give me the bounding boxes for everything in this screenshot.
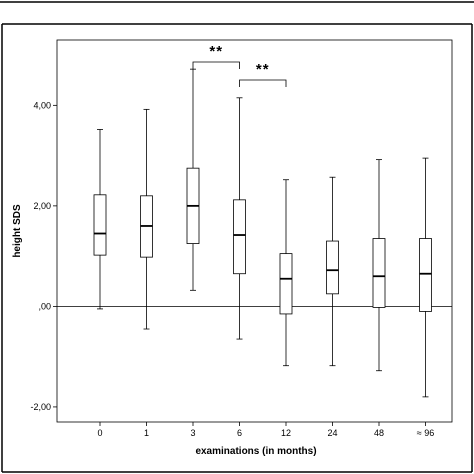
x-axis-label: examinations (in months) [195, 446, 316, 457]
x-tick-label: 48 [374, 428, 384, 438]
x-tick-label: 12 [281, 428, 291, 438]
boxes-layer [93, 68, 432, 398]
box-iqr [326, 240, 339, 295]
y-tick-label: -2,00 [30, 402, 51, 412]
box-iqr [233, 199, 246, 275]
box-iqr [93, 194, 107, 256]
plot-area [56, 39, 453, 423]
significance-annotations: ** ** [192, 43, 287, 87]
box-group [372, 159, 386, 372]
significance-bracket: ** [192, 43, 240, 69]
significance-label: ** [209, 43, 223, 60]
x-tick-label: 1 [144, 428, 149, 438]
significance-bracket: ** [239, 61, 287, 87]
box-iqr [372, 238, 386, 308]
y-tick-label: 2,00 [33, 201, 51, 211]
bracket-line [239, 79, 287, 87]
box-iqr [419, 238, 432, 312]
y-axis-label: height SDS [12, 204, 23, 258]
box-group [186, 68, 200, 291]
x-tick-label: 3 [190, 428, 195, 438]
bracket-line [192, 61, 240, 69]
box-group [279, 179, 293, 367]
box-group [326, 176, 339, 367]
x-axis-ticks: 0 1 3 6 12 24 48 ≈ 96 [97, 422, 434, 438]
box-group [419, 157, 432, 398]
x-tick-label: 6 [237, 428, 242, 438]
box-group [93, 129, 107, 310]
box-group [140, 108, 153, 330]
box-iqr [279, 253, 293, 315]
y-axis-ticks: 4,00 2,00 ,00 -2,00 [30, 100, 57, 412]
x-tick-label: ≈ 96 [417, 428, 434, 438]
y-tick-label: ,00 [38, 301, 51, 311]
significance-label: ** [256, 61, 270, 78]
box-group [233, 97, 246, 340]
x-tick-label: 0 [97, 428, 102, 438]
x-tick-label: 24 [327, 428, 337, 438]
y-tick-label: 4,00 [33, 100, 51, 110]
